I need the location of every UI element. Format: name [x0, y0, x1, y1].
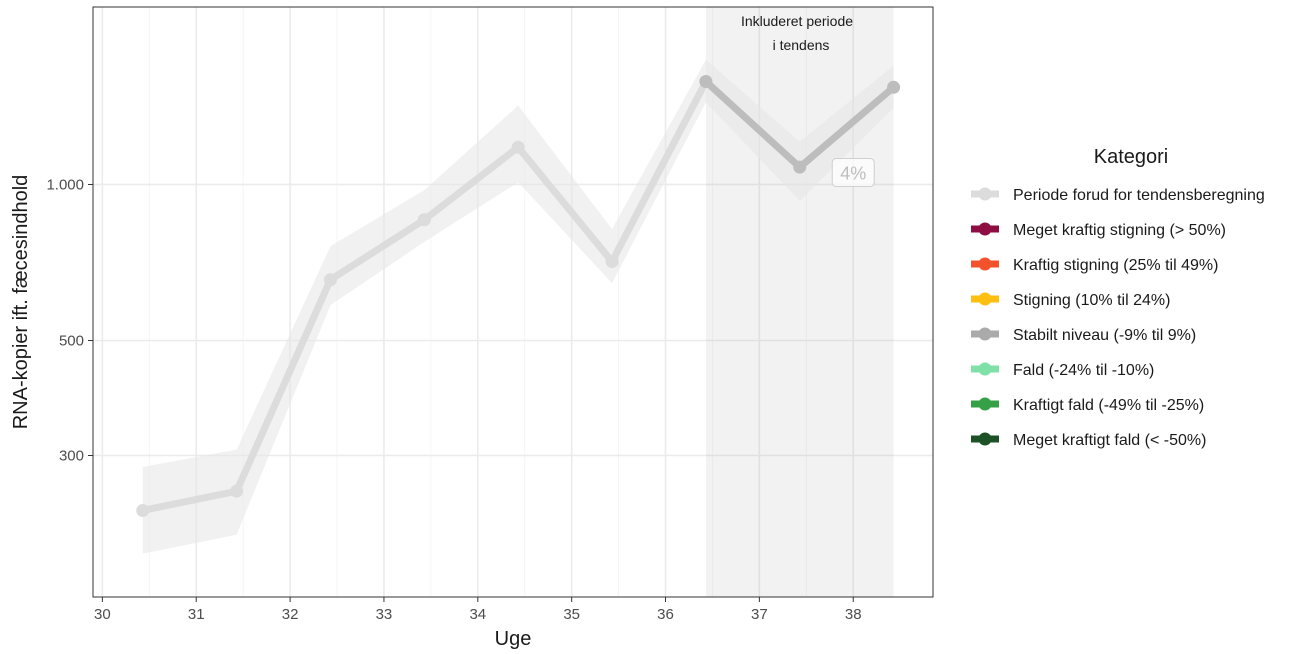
trend-label-box: [831, 158, 875, 188]
legend-key-point: [978, 292, 992, 306]
legend-item: Kraftig stigning (25% til 49%): [971, 257, 1218, 274]
legend-label: Periode forud for tendensberegning: [1013, 187, 1265, 204]
legend: Kategori Periode forud for tendensberegn…: [971, 146, 1265, 449]
trend-label-text: 4%: [840, 164, 866, 184]
x-tick-label: 37: [751, 606, 768, 623]
data-point: [417, 213, 431, 227]
data-point: [887, 80, 901, 94]
y-tick-label: 500: [59, 333, 84, 350]
annotations: Inkluderet periode i tendens: [741, 13, 853, 53]
data-point: [323, 273, 337, 287]
legend-item: Stabilt niveau (-9% til 9%): [971, 327, 1196, 344]
legend-key-point: [978, 362, 992, 376]
x-axis: 30 31 32 33 34 35 36 37 38: [94, 597, 862, 623]
data-point: [793, 160, 807, 174]
legend-label: Stabilt niveau (-9% til 9%): [1013, 327, 1196, 344]
highlight-label-line2: i tendens: [773, 37, 830, 53]
legend-label: Kraftig stigning (25% til 49%): [1013, 257, 1218, 274]
trend-label: 4%: [831, 158, 875, 188]
legend-item: Stigning (10% til 24%): [971, 292, 1170, 309]
x-tick-label: 30: [94, 606, 111, 623]
x-tick-label: 33: [376, 606, 393, 623]
legend-item: Meget kraftigt fald (< -50%): [971, 432, 1206, 449]
legend-key-point: [978, 397, 992, 411]
legend-item: Fald (-24% til -10%): [971, 362, 1154, 379]
x-tick-label: 38: [845, 606, 862, 623]
x-tick-label: 36: [657, 606, 674, 623]
x-axis-title: Uge: [495, 628, 532, 650]
x-tick-label: 31: [188, 606, 205, 623]
highlight-label-line1: Inkluderet periode: [741, 13, 853, 29]
y-axis-title: RNA-kopier ift. fæcesindhold: [10, 175, 32, 430]
ribbon-area: [142, 59, 894, 554]
confidence-ribbon: [142, 59, 894, 554]
x-tick-label: 32: [282, 606, 299, 623]
legend-title: Kategori: [1094, 146, 1169, 168]
data-point: [230, 484, 244, 498]
legend-key-point: [978, 222, 992, 236]
legend-label: Kraftigt fald (-49% til -25%): [1013, 397, 1204, 414]
y-tick-label: 300: [59, 447, 84, 464]
legend-key-point: [978, 327, 992, 341]
data-point: [699, 75, 713, 89]
legend-item: Periode forud for tendensberegning: [971, 187, 1265, 204]
data-point: [136, 503, 150, 517]
y-tick-label: 1.000: [46, 176, 84, 193]
data-point: [511, 140, 525, 154]
legend-key-point: [978, 257, 992, 271]
legend-label: Fald (-24% til -10%): [1013, 362, 1154, 379]
y-axis: 300 500 1.000: [46, 176, 93, 464]
legend-label: Meget kraftig stigning (> 50%): [1013, 222, 1226, 239]
x-tick-label: 34: [469, 606, 486, 623]
legend-label: Meget kraftigt fald (< -50%): [1013, 432, 1206, 449]
legend-item: Meget kraftig stigning (> 50%): [971, 222, 1226, 239]
data-point: [605, 255, 619, 269]
legend-key-point: [978, 187, 992, 201]
legend-key-point: [978, 432, 992, 446]
data-points: [136, 75, 901, 517]
plot-panel-border: [92, 6, 934, 598]
legend-label: Stigning (10% til 24%): [1013, 292, 1170, 309]
legend-item: Kraftigt fald (-49% til -25%): [971, 397, 1204, 414]
x-tick-label: 35: [563, 606, 580, 623]
